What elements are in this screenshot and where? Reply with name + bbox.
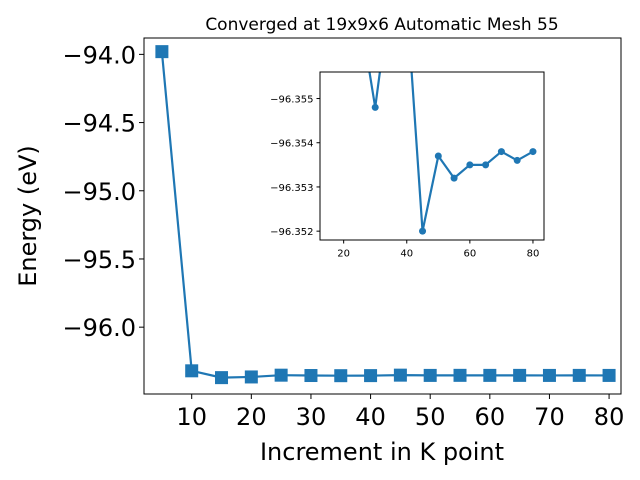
- inset-data-point: [466, 161, 474, 169]
- main-y-tick-label: −95.0: [62, 178, 136, 206]
- main-data-point: [602, 368, 616, 382]
- main-series: [155, 45, 616, 385]
- main-y-tick-label: −94.5: [62, 110, 136, 138]
- inset-data-point: [497, 148, 505, 156]
- main-data-point: [423, 368, 437, 382]
- inset-series: [368, 72, 537, 235]
- inset-data-point: [371, 103, 379, 111]
- main-x-tick-label: 80: [594, 403, 625, 431]
- inset-background: [320, 72, 544, 240]
- chart-title: Converged at 19x9x6 Automatic Mesh 55: [205, 15, 558, 35]
- main-data-point: [244, 370, 258, 384]
- main-data-point: [274, 368, 288, 382]
- x-axis-label: Increment in K point: [260, 438, 504, 466]
- y-axis-label: Energy (eV): [14, 145, 42, 287]
- main-data-point: [304, 369, 318, 383]
- main-y-tick-label: −94.0: [62, 41, 136, 69]
- main-chart: Converged at 19x9x6 Automatic Mesh 55 10…: [14, 15, 624, 466]
- main-data-point: [513, 368, 527, 382]
- main-x-tick-label: 40: [355, 403, 386, 431]
- main-data-point: [334, 369, 348, 383]
- inset-y-tick-label: −96.352: [270, 227, 313, 238]
- inset-x-tick-label: 20: [337, 249, 350, 260]
- inset-x-tick-label: 40: [400, 249, 413, 260]
- inset-ticks: 20 40 60 80 −96.355 −96.354 −96.353 −96.352: [270, 95, 539, 260]
- main-x-tick-label: 10: [176, 403, 207, 431]
- main-data-point: [155, 45, 169, 59]
- inset-plot-frame: [319, 71, 545, 241]
- main-x-tick-label: 30: [296, 403, 327, 431]
- main-data-point: [572, 368, 586, 382]
- main-x-tick-label: 50: [415, 403, 446, 431]
- inset-chart: 20 40 60 80 −96.355 −96.354 −96.353 −96.352: [270, 71, 545, 260]
- main-x-tick-label: 20: [236, 403, 267, 431]
- main-y-tick-label: −96.0: [62, 314, 136, 342]
- inset-y-tick-label: −96.353: [270, 183, 313, 194]
- main-x-tick-label: 60: [475, 403, 506, 431]
- main-plot-frame: [143, 37, 622, 395]
- main-data-point: [215, 371, 229, 385]
- main-ticks: 10 20 30 40 50 60 70 80 −94.0 −94.5 −95.0 −95.5 −96.…: [62, 41, 624, 431]
- main-data-point: [364, 369, 378, 383]
- inset-data-point: [419, 227, 427, 235]
- main-series-line: [160, 51, 610, 379]
- inset-data-point: [513, 156, 521, 164]
- main-data-point: [542, 368, 556, 382]
- inset-data-point: [529, 148, 537, 156]
- inset-y-tick-label: −96.355: [270, 95, 313, 106]
- main-data-point: [185, 364, 199, 378]
- main-x-tick-label: 70: [534, 403, 565, 431]
- inset-y-tick-label: −96.354: [270, 139, 313, 150]
- main-data-point: [483, 368, 497, 382]
- inset-x-tick-label: 60: [463, 249, 476, 260]
- inset-x-tick-label: 80: [527, 249, 540, 260]
- main-data-point: [393, 368, 407, 382]
- inset-data-point: [434, 152, 442, 160]
- main-y-tick-label: −95.5: [62, 246, 136, 274]
- inset-data-point: [450, 174, 458, 182]
- main-data-point: [453, 368, 467, 382]
- inset-data-point: [482, 161, 490, 169]
